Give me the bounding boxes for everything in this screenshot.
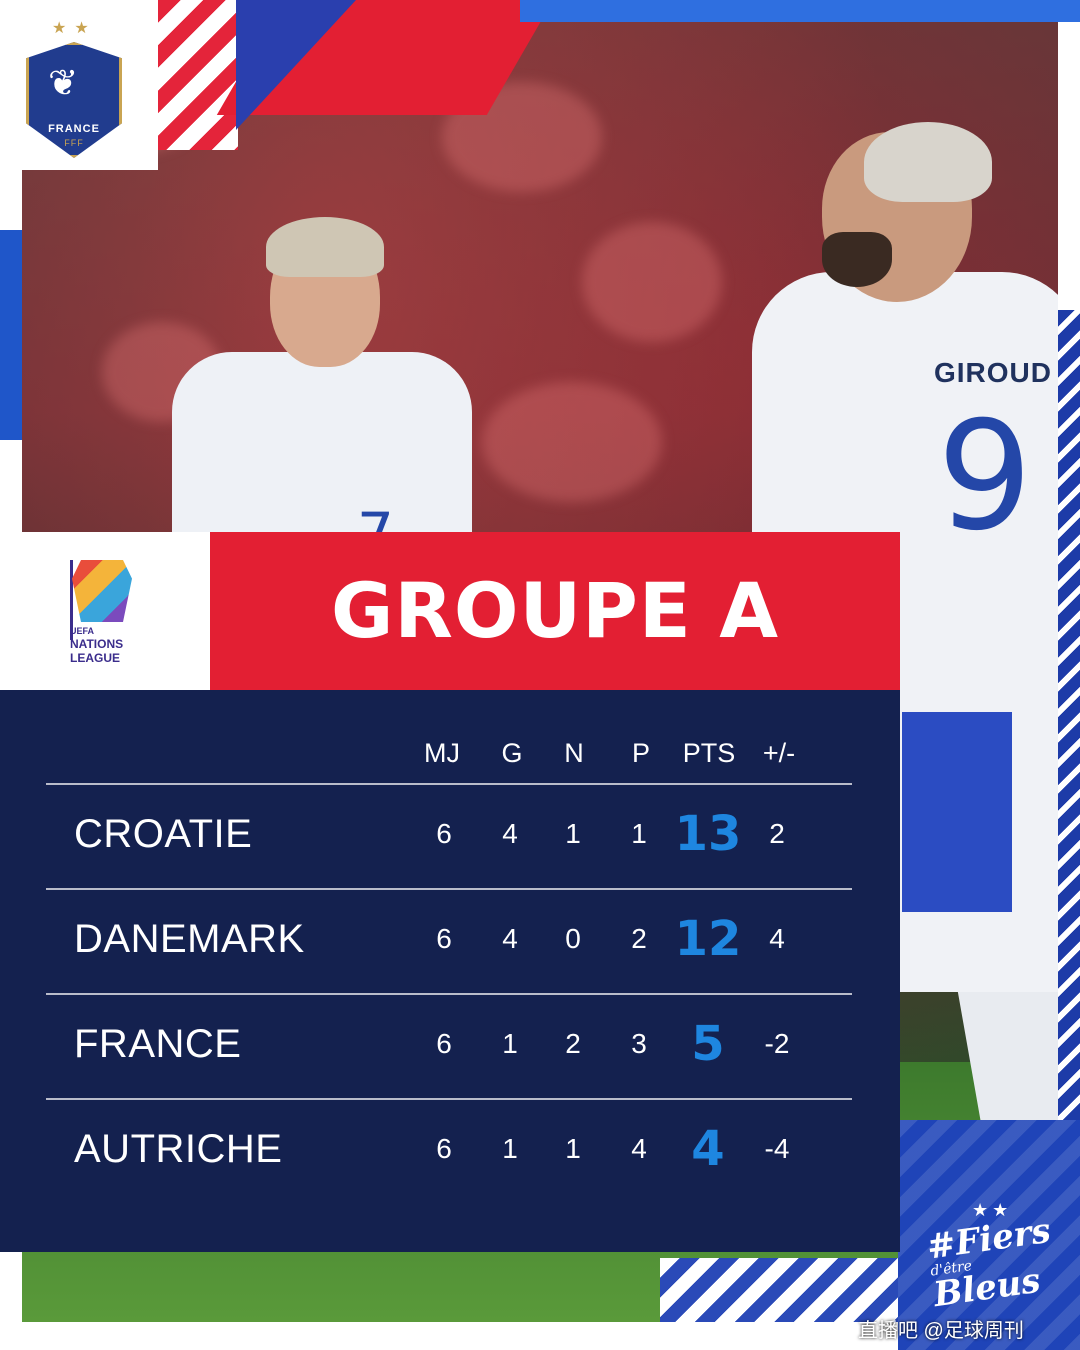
cell-mj: 6	[436, 923, 452, 954]
decor-right-stripes	[1058, 310, 1080, 1210]
column-header-mj: MJ	[424, 738, 460, 768]
row-divider	[46, 993, 852, 995]
hashtag-logo: #Fiers d'être Bleus	[924, 1210, 1054, 1316]
column-header-diff: +/-	[762, 738, 796, 768]
decor-left-strip	[0, 230, 22, 440]
cell-diff: 2	[769, 818, 785, 849]
player-right-name: GIROUD	[934, 357, 1052, 388]
cell-pts: 4	[691, 1121, 725, 1177]
group-header: GROUPE A	[210, 532, 900, 690]
team-name: CROATIE	[74, 812, 253, 856]
cell-g: 4	[502, 923, 518, 954]
cell-pts: 13	[674, 806, 742, 862]
cell-diff: -2	[764, 1028, 790, 1059]
row-divider	[46, 1098, 852, 1100]
cell-mj: 6	[436, 818, 452, 849]
column-header-g: G	[501, 738, 523, 768]
cell-g: 1	[502, 1133, 518, 1164]
watermark: 直播吧 @足球周刊	[858, 1320, 1024, 1342]
stars-icon: ★★	[972, 1200, 1013, 1220]
team-name: DANEMARK	[74, 917, 305, 961]
cell-g: 1	[502, 1028, 518, 1059]
flag-mosaic-icon	[72, 560, 132, 622]
cell-p: 2	[631, 923, 647, 954]
cell-diff: 4	[769, 923, 785, 954]
cell-p: 4	[631, 1133, 647, 1164]
decor-red-stripes	[158, 0, 238, 150]
column-header-n: N	[564, 738, 584, 768]
fff-logo: ★★ ❦ FRANCE FFF	[0, 0, 158, 170]
player-right-number: 9	[937, 390, 1033, 564]
cell-pts: 12	[674, 911, 742, 967]
cell-mj: 6	[436, 1133, 452, 1164]
team-name: AUTRICHE	[74, 1127, 283, 1171]
row-divider	[46, 888, 852, 890]
cell-pts: 5	[691, 1016, 725, 1072]
stars-icon: ★★	[52, 20, 97, 37]
rooster-icon: ❦	[48, 62, 79, 103]
fff-logo-sub: FFF	[64, 138, 84, 148]
column-header-pts: PTS	[682, 738, 736, 768]
decor-hashtag-panel	[898, 1120, 1080, 1350]
column-header-p: P	[631, 738, 650, 768]
cell-n: 1	[565, 1133, 581, 1164]
cell-mj: 6	[436, 1028, 452, 1059]
cell-n: 2	[565, 1028, 581, 1059]
row-divider	[46, 783, 852, 785]
decor-blue-triangle	[236, 0, 356, 130]
team-name: FRANCE	[74, 1022, 242, 1066]
cell-n: 0	[565, 923, 581, 954]
cell-n: 1	[565, 818, 581, 849]
nations-league-logo: UEFA NATIONS LEAGUE	[22, 532, 210, 690]
cell-diff: -4	[764, 1133, 790, 1164]
fff-logo-label: FRANCE	[48, 123, 100, 135]
group-title: GROUPE A	[330, 566, 780, 655]
cell-p: 3	[631, 1028, 647, 1059]
decor-blue-band	[520, 0, 1080, 22]
cell-p: 1	[631, 818, 647, 849]
cell-g: 4	[502, 818, 518, 849]
